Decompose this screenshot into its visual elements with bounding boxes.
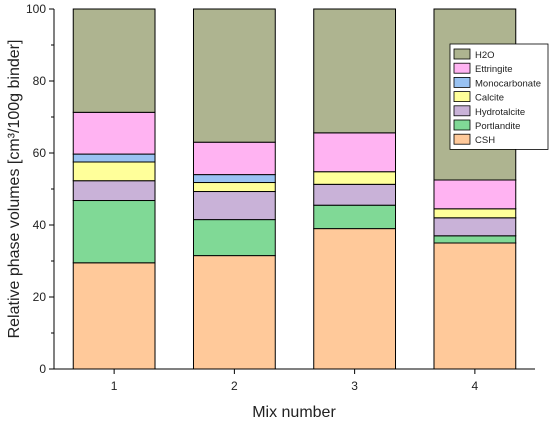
bar-segment-ettringite-mix-3 [313,132,397,173]
bar-segment-hydrotalcite-mix-2 [192,191,276,221]
y-tick-label: 20 [33,290,47,304]
bar-segment-hydrotalcite-mix-3 [313,183,397,206]
legend-label-ettringite: Ettringite [475,64,513,75]
bar-segment-portlandite-mix-2 [192,219,276,257]
x-tick-label: 4 [472,379,479,393]
bar-segment-calcite-mix-4 [433,208,517,219]
bar-segment-calcite-mix-3 [313,171,397,185]
y-tick-label: 40 [33,218,47,232]
bar-segment-h2o-mix-1 [72,8,156,113]
bar-segment-calcite-mix-2 [192,182,276,193]
bar-segment-ettringite-mix-1 [72,111,156,155]
bar-segment-h2o-mix-3 [313,8,397,134]
y-tick-label: 80 [33,74,47,88]
bar-segment-ettringite-mix-2 [192,141,276,176]
bars-layer [72,8,517,370]
bar-segment-csh-mix-4 [433,242,517,370]
x-tick-label: 3 [351,379,358,393]
bar-segment-portlandite-mix-1 [72,200,156,264]
legend: H2O Ettringite Monocarbonate Calcite Hydrota… [449,43,549,150]
legend-label-csh: CSH [475,135,495,146]
bar-segment-monocarbonate-mix-1 [72,153,156,163]
bar-segment-portlandite-mix-4 [433,235,517,244]
legend-swatch-monocarbonate [453,77,471,88]
x-tick-label: 2 [231,379,238,393]
y-axis-title: Relative phase volumes [cm³/100g binder] [6,40,23,339]
bar-segment-ettringite-mix-4 [433,179,517,210]
bar-segment-csh-mix-1 [72,262,156,370]
legend-swatch-ettringite [453,62,471,74]
bar-segment-csh-mix-3 [313,228,397,370]
legend-swatch-h2o [453,48,471,60]
bar-segment-hydrotalcite-mix-1 [72,180,156,202]
y-tick-label: 0 [39,362,46,376]
bar-segment-csh-mix-2 [192,255,276,370]
legend-swatch-calcite [453,91,471,102]
x-ticks: 1 2 3 4 [111,369,479,393]
bar-segment-monocarbonate-mix-2 [192,174,276,184]
x-tick-label: 1 [111,379,118,393]
legend-swatch-hydrotalcite [453,105,471,117]
bar-segment-portlandite-mix-3 [313,204,397,230]
y-tick-label: 100 [26,2,46,16]
legend-label-calcite: Calcite [475,93,504,104]
legend-label-portlandite: Portlandite [475,121,520,132]
legend-label-h2o: H2O [475,50,495,61]
legend-swatch-portlandite [453,119,471,131]
bar-segment-h2o-mix-2 [192,8,276,143]
y-tick-label: 60 [33,146,47,160]
legend-swatch-csh [453,133,471,145]
y-ticks: 0 20 40 60 80 100 [26,2,54,376]
legend-label-monocarbonate: Monocarbonate [475,78,541,89]
bar-segment-calcite-mix-1 [72,161,156,182]
bar-segment-hydrotalcite-mix-4 [433,217,517,237]
x-axis-title: Mix number [252,404,336,421]
legend-label-hydrotalcite: Hydrotalcite [475,107,525,118]
